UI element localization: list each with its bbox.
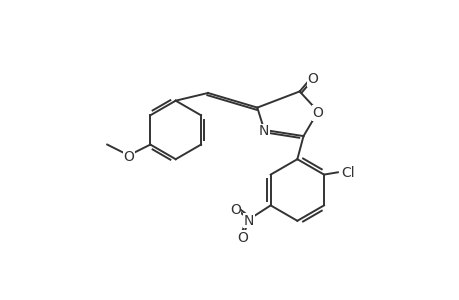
Text: N: N [243,214,254,228]
Text: Cl: Cl [340,166,354,180]
Text: O: O [123,150,134,164]
Text: O: O [307,72,318,86]
Text: O: O [237,231,248,245]
Text: O: O [312,106,323,120]
Text: N: N [258,124,269,138]
Text: O: O [123,150,134,164]
Text: O: O [230,203,240,217]
